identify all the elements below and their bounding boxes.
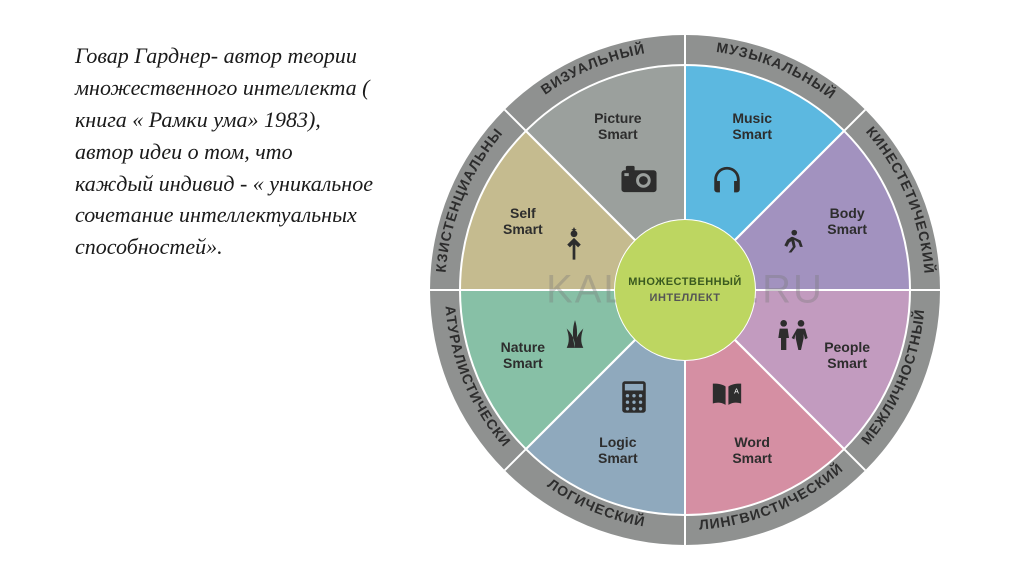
label-logic: LogicSmart xyxy=(573,434,663,466)
label-nature: NatureSmart xyxy=(478,339,568,371)
label-self: SelfSmart xyxy=(478,205,568,237)
headphones-icon xyxy=(710,164,744,203)
center-circle: МНОЖЕСТВЕННЫЙ ИНТЕЛЛЕКТ xyxy=(615,220,755,360)
book-icon: A xyxy=(710,380,744,415)
leaf-icon xyxy=(557,317,593,356)
people-icon xyxy=(773,317,813,356)
label-music: MusicSmart xyxy=(707,110,797,142)
person-star-icon xyxy=(557,227,591,270)
camera-icon xyxy=(620,164,658,199)
label-people: PeopleSmart xyxy=(802,339,892,371)
svg-text:A: A xyxy=(734,388,739,396)
calculator-icon xyxy=(620,380,648,419)
center-title-1: МНОЖЕСТВЕННЫЙ xyxy=(628,276,742,288)
center-title-2: ИНТЕЛЛЕКТ xyxy=(650,292,721,304)
description-text: Говар Гарднер- автор теории множественно… xyxy=(75,40,375,263)
runner-icon xyxy=(773,227,807,266)
intelligence-wheel: МУЗЫКАЛЬНЫЙКИНЕСТЕТИЧЕСКИЙМЕЖЛИЧНОСТНЫЙЛ… xyxy=(420,25,950,555)
label-picture: PictureSmart xyxy=(573,110,663,142)
label-body: BodySmart xyxy=(802,205,892,237)
label-word: WordSmart xyxy=(707,434,797,466)
